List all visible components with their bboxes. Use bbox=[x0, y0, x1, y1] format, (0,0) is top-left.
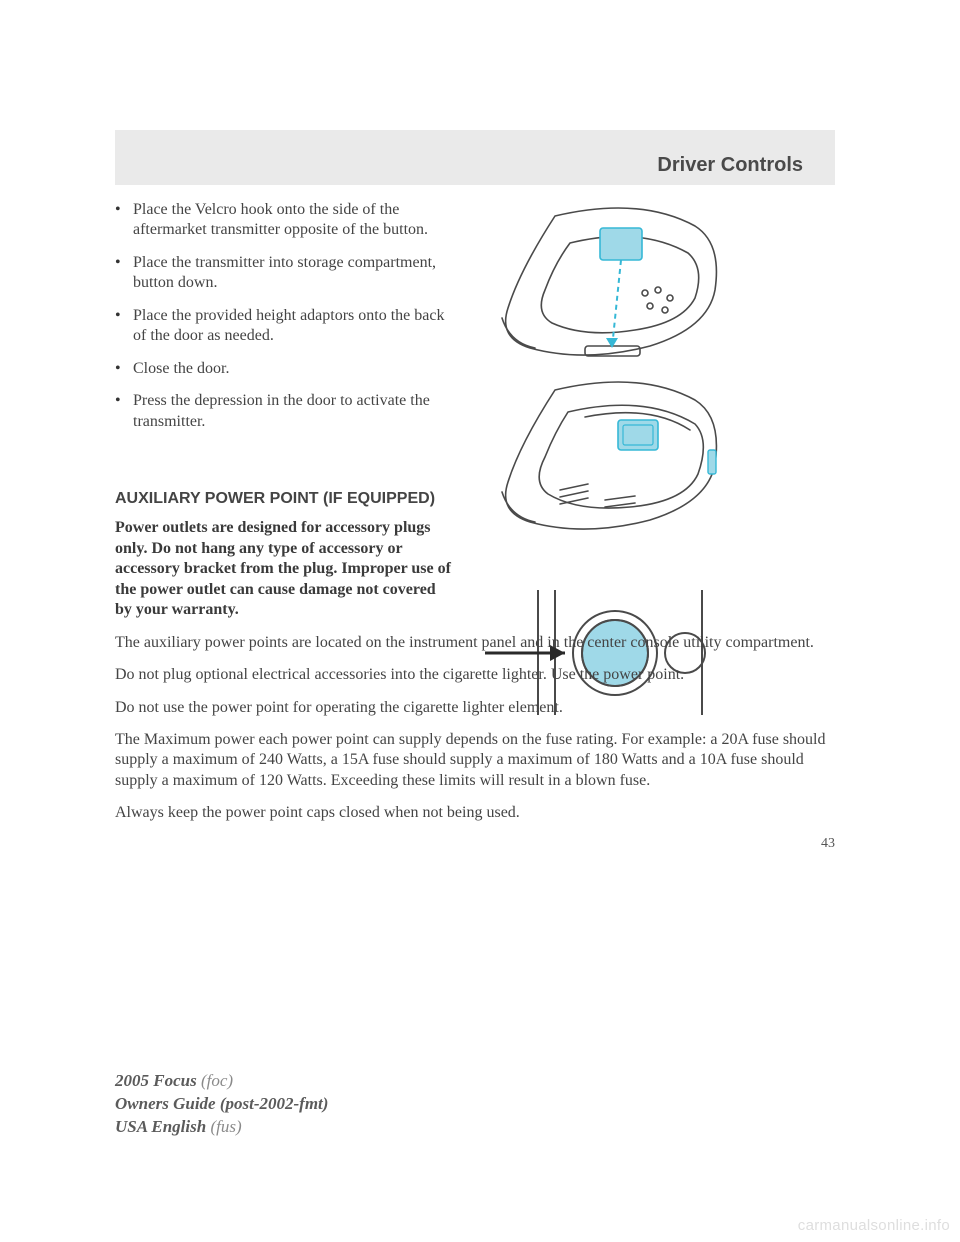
list-item: Close the door. bbox=[115, 359, 455, 379]
watermark: carmanualsonline.info bbox=[798, 1217, 950, 1234]
footer: 2005 Focus (foc) Owners Guide (post-2002… bbox=[115, 1070, 328, 1139]
list-item: Press the depression in the door to acti… bbox=[115, 391, 455, 432]
body-paragraph: The auxiliary power points are located o… bbox=[115, 633, 835, 653]
footer-lang: USA English bbox=[115, 1117, 206, 1136]
bullet-list-b: Place the provided height adaptors onto … bbox=[115, 306, 455, 432]
body-paragraph: The Maximum power each power point can s… bbox=[115, 730, 835, 791]
footer-model-code: (foc) bbox=[201, 1071, 233, 1090]
list-item: Place the transmitter into storage compa… bbox=[115, 253, 455, 294]
bullet-list-a: Place the Velcro hook onto the side of t… bbox=[115, 200, 455, 294]
page-number: 43 bbox=[115, 836, 835, 852]
footer-lang-code: (fus) bbox=[210, 1117, 241, 1136]
list-item: Place the provided height adaptors onto … bbox=[115, 306, 455, 347]
body-paragraph: Always keep the power point caps closed … bbox=[115, 803, 835, 823]
warning-paragraph: Power outlets are designed for accessory… bbox=[115, 518, 455, 620]
content-area: Place the Velcro hook onto the side of t… bbox=[115, 200, 835, 852]
body-paragraph: Do not use the power point for operating… bbox=[115, 698, 835, 718]
page-title: Driver Controls bbox=[657, 154, 803, 177]
list-item: Place the Velcro hook onto the side of t… bbox=[115, 200, 455, 241]
footer-model: 2005 Focus bbox=[115, 1071, 197, 1090]
body-paragraph: Do not plug optional electrical accessor… bbox=[115, 665, 835, 685]
section-heading: AUXILIARY POWER POINT (IF EQUIPPED) bbox=[115, 490, 835, 508]
footer-guide: Owners Guide (post-2002-fmt) bbox=[115, 1094, 328, 1113]
header-band: Driver Controls bbox=[115, 130, 835, 185]
